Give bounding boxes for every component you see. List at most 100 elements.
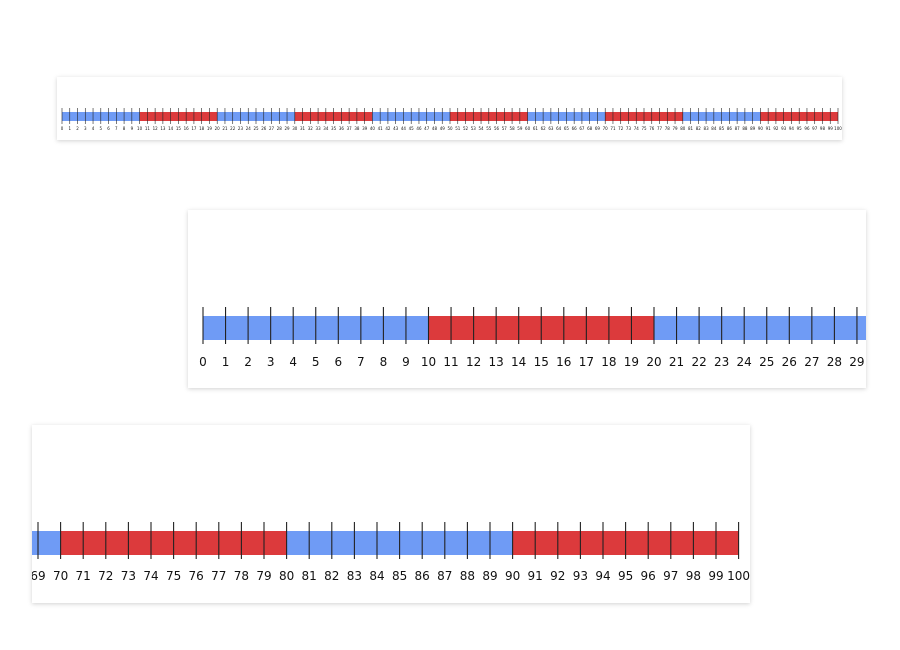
number-label: 33 — [316, 126, 322, 131]
segment — [512, 531, 536, 555]
number-label: 70 — [53, 569, 68, 583]
segment — [83, 531, 106, 555]
number-label: 79 — [672, 126, 678, 131]
segment — [721, 316, 745, 340]
segment — [60, 531, 84, 555]
segment — [170, 112, 179, 121]
number-label: 38 — [354, 126, 360, 131]
number-label: 56 — [494, 126, 500, 131]
number-label: 69 — [30, 569, 45, 583]
segment — [636, 112, 644, 121]
number-label: 51 — [455, 126, 461, 131]
number-label: 11 — [443, 355, 458, 369]
number-label: 11 — [145, 126, 151, 131]
segment — [147, 112, 156, 121]
segment — [693, 531, 716, 555]
number-label: 97 — [812, 126, 818, 131]
number-label: 75 — [166, 569, 181, 583]
number-label: 1 — [68, 126, 71, 131]
segment — [783, 112, 792, 121]
segment — [225, 316, 249, 340]
number-label: 73 — [121, 569, 136, 583]
segment — [766, 316, 790, 340]
segment — [450, 112, 458, 121]
segment — [302, 112, 311, 121]
number-label: 85 — [719, 126, 725, 131]
number-label: 82 — [324, 569, 339, 583]
segment — [791, 112, 800, 121]
segment — [608, 316, 632, 340]
segment — [377, 531, 400, 555]
number-label: 2 — [244, 355, 252, 369]
segment — [155, 112, 163, 121]
number-line-start: 0 1 2 3 4 5 6 7 8 9 10 11 12 13 14 15 16 17 18 19 20 21 22 23 24… — [199, 307, 866, 369]
number-label: 40 — [370, 126, 376, 131]
number-label: 69 — [595, 126, 601, 131]
segment — [490, 531, 513, 555]
segment — [139, 112, 148, 121]
strip-card — [32, 425, 750, 603]
number-label: 8 — [380, 355, 388, 369]
number-label: 63 — [548, 126, 554, 131]
number-label: 93 — [781, 126, 787, 131]
segment — [496, 316, 519, 340]
segment — [729, 112, 738, 121]
segment — [682, 112, 691, 121]
number-label: 64 — [556, 126, 562, 131]
number-label: 44 — [401, 126, 407, 131]
segment — [481, 112, 489, 121]
segment — [789, 316, 812, 340]
segment — [360, 316, 384, 340]
number-label: 25 — [253, 126, 259, 131]
number-label: 17 — [191, 126, 197, 131]
number-line-full: 0 1 2 3 4 5 6 7 8 9 10 11 12 13 14 15 16 17 18 19 20 21 22 23 24… — [61, 108, 842, 131]
number-label: 74 — [634, 126, 640, 131]
number-label: 81 — [302, 569, 317, 583]
number-label: 46 — [416, 126, 422, 131]
number-line-end: 69 70 71 72 73 74 75 76 77 78 79 80 81 82 83 84 85 86 87 88… — [30, 522, 750, 583]
segment — [744, 316, 767, 340]
segment — [814, 112, 823, 121]
number-label: 4 — [289, 355, 297, 369]
number-label: 95 — [797, 126, 803, 131]
number-label: 54 — [478, 126, 484, 131]
number-label: 39 — [362, 126, 368, 131]
number-label: 86 — [415, 569, 430, 583]
segment — [399, 531, 423, 555]
segment — [768, 112, 776, 121]
segment — [834, 316, 857, 340]
number-label: 27 — [269, 126, 275, 131]
number-label: 65 — [564, 126, 570, 131]
segment — [105, 531, 129, 555]
segment — [603, 531, 626, 555]
number-label: 27 — [804, 355, 819, 369]
number-label: 83 — [704, 126, 710, 131]
segment — [457, 112, 466, 121]
segment — [628, 112, 637, 121]
segment — [405, 316, 429, 340]
segment — [580, 531, 603, 555]
number-label: 22 — [230, 126, 236, 131]
number-label: 20 — [646, 355, 661, 369]
strip-card — [57, 77, 842, 140]
number-label: 32 — [308, 126, 314, 131]
number-label: 20 — [215, 126, 221, 131]
number-label: 80 — [279, 569, 294, 583]
segment — [232, 112, 241, 121]
number-label: 43 — [393, 126, 399, 131]
number-label: 9 — [131, 126, 134, 131]
segment — [699, 316, 722, 340]
segment — [248, 316, 271, 340]
segment — [422, 531, 445, 555]
segment — [128, 531, 151, 555]
segment — [241, 531, 264, 555]
segment — [670, 531, 694, 555]
segment — [648, 531, 671, 555]
number-label: 100 — [834, 126, 842, 131]
number-label: 71 — [76, 569, 91, 583]
segment — [752, 112, 761, 121]
segment — [209, 112, 218, 121]
segment — [217, 112, 225, 121]
segment — [651, 112, 660, 121]
